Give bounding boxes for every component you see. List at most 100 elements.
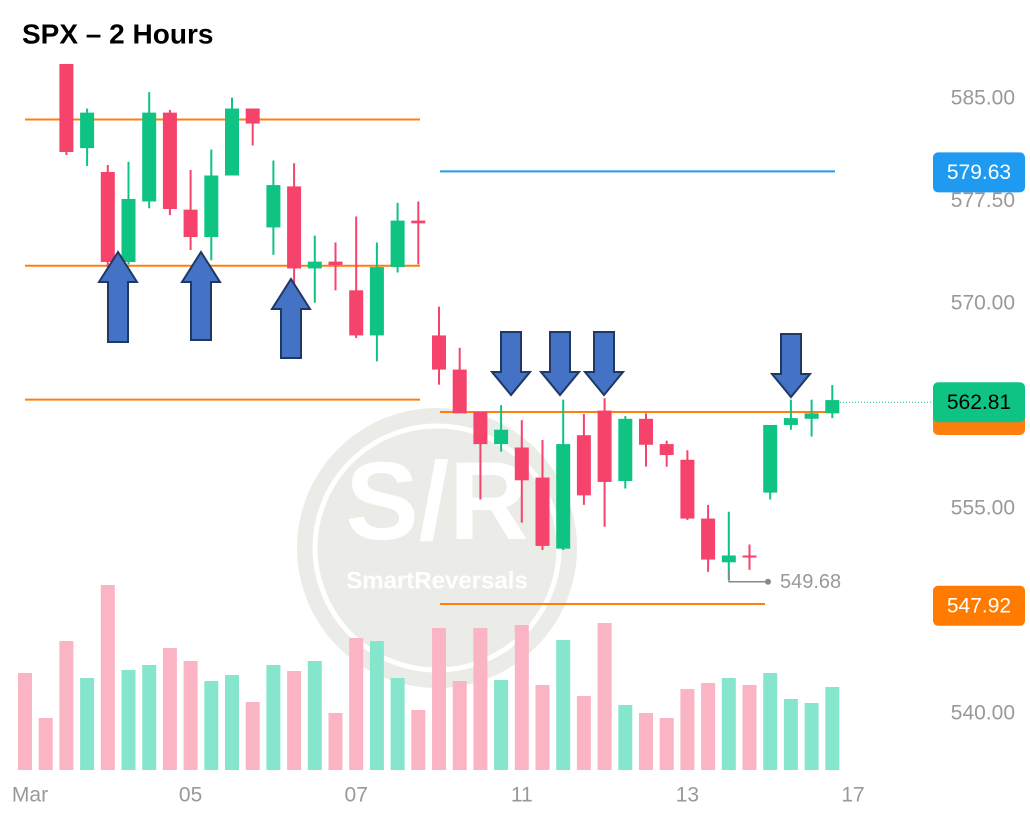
y-tick-label: 555.00 — [951, 497, 1015, 520]
volume-bar — [804, 703, 819, 770]
candle-body — [183, 209, 198, 238]
candle-body — [680, 459, 695, 519]
y-tick-label: 570.00 — [951, 292, 1015, 315]
volume-bar — [100, 585, 115, 770]
candle-body — [535, 477, 550, 546]
price-tag-label: 579.63 — [947, 161, 1011, 184]
candle-body — [225, 108, 239, 176]
down-arrow — [769, 333, 813, 399]
chart-title: SPX – 2 Hours — [22, 18, 213, 49]
volume-bar — [783, 699, 798, 770]
down-arrow — [538, 331, 582, 397]
volume-bar — [18, 673, 32, 770]
x-tick-label: 11 — [511, 784, 533, 807]
volume-bar — [411, 710, 426, 770]
candle-body — [287, 186, 302, 269]
volume-bar — [721, 678, 736, 770]
volume-bar — [266, 665, 281, 770]
candle-body — [783, 418, 798, 425]
price-tag-label: 547.92 — [947, 594, 1011, 617]
volume-bar — [183, 661, 198, 770]
candle-body — [452, 369, 467, 414]
candle-body — [411, 220, 426, 224]
volume-bar — [742, 685, 757, 770]
price-tag — [933, 382, 1025, 423]
y-tick-label: 585.00 — [951, 87, 1015, 110]
candle-body — [473, 411, 488, 445]
candle-body — [369, 267, 384, 336]
volume-bar — [349, 638, 364, 770]
watermark-circle — [297, 408, 577, 688]
candle-body — [349, 290, 364, 336]
down-arrow — [582, 331, 626, 397]
watermark-small: SmartReversals — [346, 567, 527, 594]
volume-bar — [556, 640, 571, 770]
candle-body — [742, 555, 757, 558]
volume-bar — [142, 665, 157, 770]
candle-body — [266, 185, 281, 228]
low-annotation-leader — [728, 569, 766, 583]
candle-body — [514, 447, 529, 481]
volume-bar — [59, 641, 74, 770]
volume-bar — [639, 713, 653, 770]
candle-body — [618, 418, 633, 481]
low-annotation-label: 549.68 — [780, 571, 841, 593]
volume-bar — [825, 687, 840, 770]
volume-bar — [701, 683, 716, 770]
candle-body — [804, 413, 819, 419]
candle-body — [328, 261, 343, 266]
volume-bar — [473, 628, 488, 770]
x-tick-label: Mar — [12, 784, 48, 807]
volume-bar — [576, 696, 591, 770]
watermark: S/R SmartReversals — [297, 408, 577, 688]
up-arrow — [180, 250, 222, 341]
candle-body — [162, 112, 177, 209]
volume-bar — [618, 705, 633, 770]
x-tick-label: 17 — [841, 784, 864, 807]
volume-bar — [390, 678, 405, 770]
candle-body — [80, 112, 95, 149]
candle-body — [142, 112, 157, 202]
volume-bar — [680, 689, 695, 770]
price-tag — [933, 585, 1025, 626]
volume-bar — [535, 685, 550, 770]
volume-bar — [162, 648, 177, 770]
low-annotation-dot — [765, 578, 771, 585]
candle-body — [390, 220, 405, 268]
volume-bar — [225, 675, 239, 770]
price-tag — [933, 152, 1025, 193]
x-tick-label: 07 — [345, 784, 368, 807]
volume-bar — [245, 702, 260, 770]
candle-body — [597, 410, 612, 482]
volume-bar — [369, 641, 384, 770]
volume-bar — [121, 670, 136, 770]
y-tick-label: 577.50 — [951, 189, 1015, 212]
volume-bar — [597, 623, 612, 770]
volume-bar — [763, 673, 778, 770]
candle-body — [556, 444, 571, 549]
x-tick-label: 05 — [179, 784, 202, 807]
candle-body — [825, 400, 840, 414]
volume-bar — [204, 681, 219, 770]
volume-bar — [659, 718, 674, 770]
candle-body — [307, 261, 322, 269]
candle-body — [763, 424, 778, 493]
candle-body — [100, 171, 115, 263]
candle-body — [639, 418, 653, 445]
arrows — [97, 250, 813, 399]
volume-bar — [328, 713, 343, 770]
volume-bar — [514, 625, 529, 770]
volume-bar — [494, 680, 509, 770]
watermark-big: S/R — [345, 440, 528, 563]
down-arrow — [489, 331, 533, 397]
candle-body — [121, 199, 136, 263]
x-tick-label: 13 — [676, 784, 699, 807]
candle-body — [59, 63, 74, 152]
candle-body — [245, 108, 260, 124]
candle-body — [576, 435, 591, 496]
volume-bar — [452, 681, 467, 770]
volume-bar — [287, 671, 302, 770]
y-tick-label: 540.00 — [951, 702, 1015, 725]
volume-bar — [307, 661, 322, 770]
